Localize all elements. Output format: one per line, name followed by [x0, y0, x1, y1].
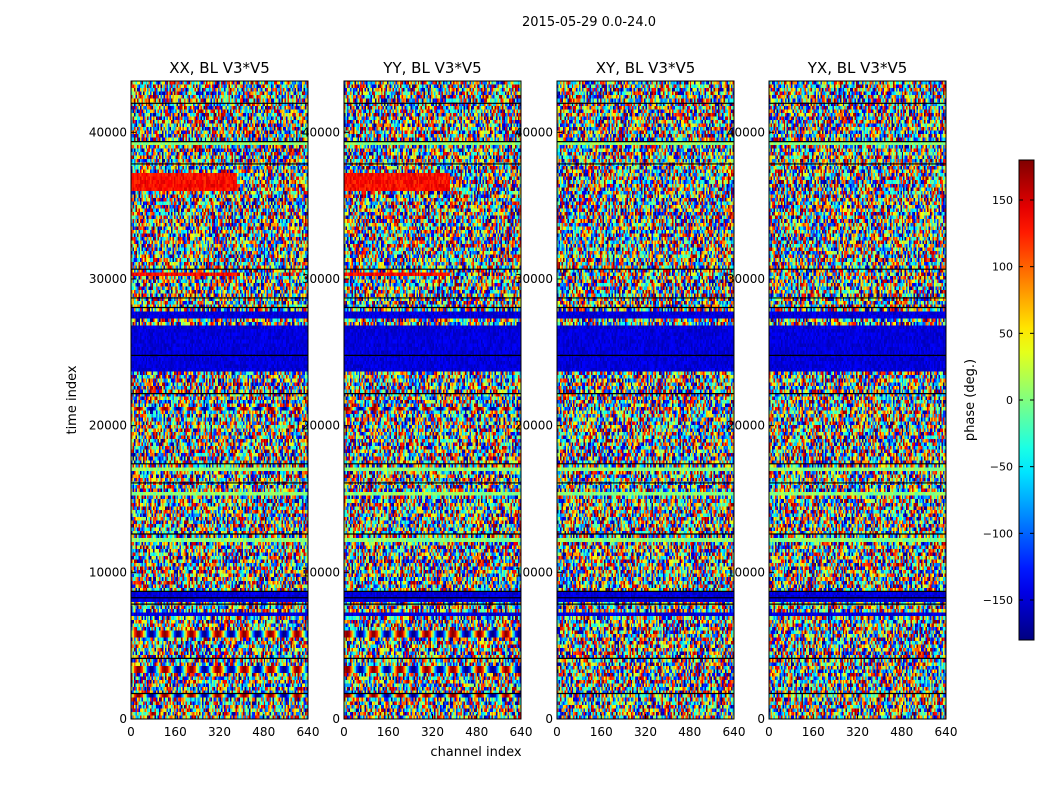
heatmap-image	[557, 81, 734, 719]
x-tick-label: 480	[890, 725, 913, 739]
y-tick-label: 0	[332, 712, 340, 726]
heatmap-image	[344, 81, 521, 719]
x-tick-label: 480	[678, 725, 701, 739]
panel-title: YY, BL V3*V5	[382, 59, 481, 77]
x-tick-label: 160	[164, 725, 187, 739]
y-tick-label: 20000	[727, 419, 765, 433]
panel-title: YX, BL V3*V5	[807, 59, 908, 77]
x-tick-label: 640	[935, 725, 958, 739]
y-tick-label: 10000	[89, 565, 127, 579]
panel-title: XY, BL V3*V5	[596, 59, 696, 77]
y-tick-label: 10000	[727, 565, 765, 579]
y-tick-label: 40000	[727, 125, 765, 139]
colorbar-tick-label: 100	[992, 261, 1013, 274]
y-tick-label: 10000	[302, 565, 340, 579]
y-tick-label: 40000	[302, 125, 340, 139]
y-tick-label: 40000	[515, 125, 553, 139]
x-tick-label: 640	[510, 725, 533, 739]
x-tick-label: 480	[465, 725, 488, 739]
x-tick-label: 640	[297, 725, 320, 739]
x-tick-label: 0	[765, 725, 773, 739]
panel-0: XX, BL V3*V5 0 160 320 480 640 0 10000 20000 3000…	[89, 59, 320, 739]
y-tick-label: 30000	[515, 272, 553, 286]
heatmap-image	[131, 81, 308, 719]
colorbar-label: phase (deg.)	[963, 359, 978, 441]
y-tick-label: 20000	[302, 419, 340, 433]
x-tick-label: 0	[340, 725, 348, 739]
y-axis-label: time index	[65, 365, 80, 434]
y-tick-label: 30000	[302, 272, 340, 286]
y-tick-label: 0	[545, 712, 553, 726]
x-tick-label: 0	[127, 725, 135, 739]
panels: XX, BL V3*V5 0 160 320 480 640 0 10000 20000 3000…	[89, 59, 958, 739]
x-tick-label: 640	[723, 725, 746, 739]
heatmap-image	[769, 81, 946, 719]
x-tick-label: 480	[252, 725, 275, 739]
x-axis-label: channel index	[430, 745, 521, 760]
x-tick-label: 320	[208, 725, 231, 739]
y-tick-label: 10000	[515, 565, 553, 579]
x-tick-label: 320	[846, 725, 869, 739]
panel-2: XY, BL V3*V5 0 160 320 480 640 0 10000 20000 3000…	[515, 59, 746, 739]
colorbar-tick-label: −100	[983, 527, 1013, 540]
colorbar-tick-label: 150	[992, 194, 1013, 207]
x-tick-label: 160	[590, 725, 613, 739]
colorbar-tick-label: −50	[990, 461, 1013, 474]
x-tick-label: 160	[377, 725, 400, 739]
colorbar: −150 −100 −50 0 50 100 150 phase (deg.)	[963, 159, 1035, 641]
panel-3: YX, BL V3*V5 0 160 320 480 640 0 10000 20000 3000…	[727, 59, 958, 739]
colorbar-tick-label: 0	[1006, 394, 1013, 407]
y-tick-label: 40000	[89, 125, 127, 139]
x-tick-label: 320	[421, 725, 444, 739]
y-tick-label: 20000	[515, 419, 553, 433]
y-tick-label: 30000	[89, 272, 127, 286]
y-tick-label: 0	[757, 712, 765, 726]
colorbar-tick-label: −150	[983, 594, 1013, 607]
x-tick-label: 160	[802, 725, 825, 739]
y-tick-label: 30000	[727, 272, 765, 286]
x-tick-label: 320	[634, 725, 657, 739]
y-tick-label: 20000	[89, 419, 127, 433]
panel-1: YY, BL V3*V5 0 160 320 480 640 0 10000 20000 3000…	[302, 59, 533, 739]
x-tick-label: 0	[553, 725, 561, 739]
panel-title: XX, BL V3*V5	[169, 59, 270, 77]
y-tick-label: 0	[119, 712, 127, 726]
figure-suptitle: 2015-05-29 0.0-24.0	[522, 15, 656, 30]
colorbar-tick-label: 50	[999, 327, 1013, 340]
